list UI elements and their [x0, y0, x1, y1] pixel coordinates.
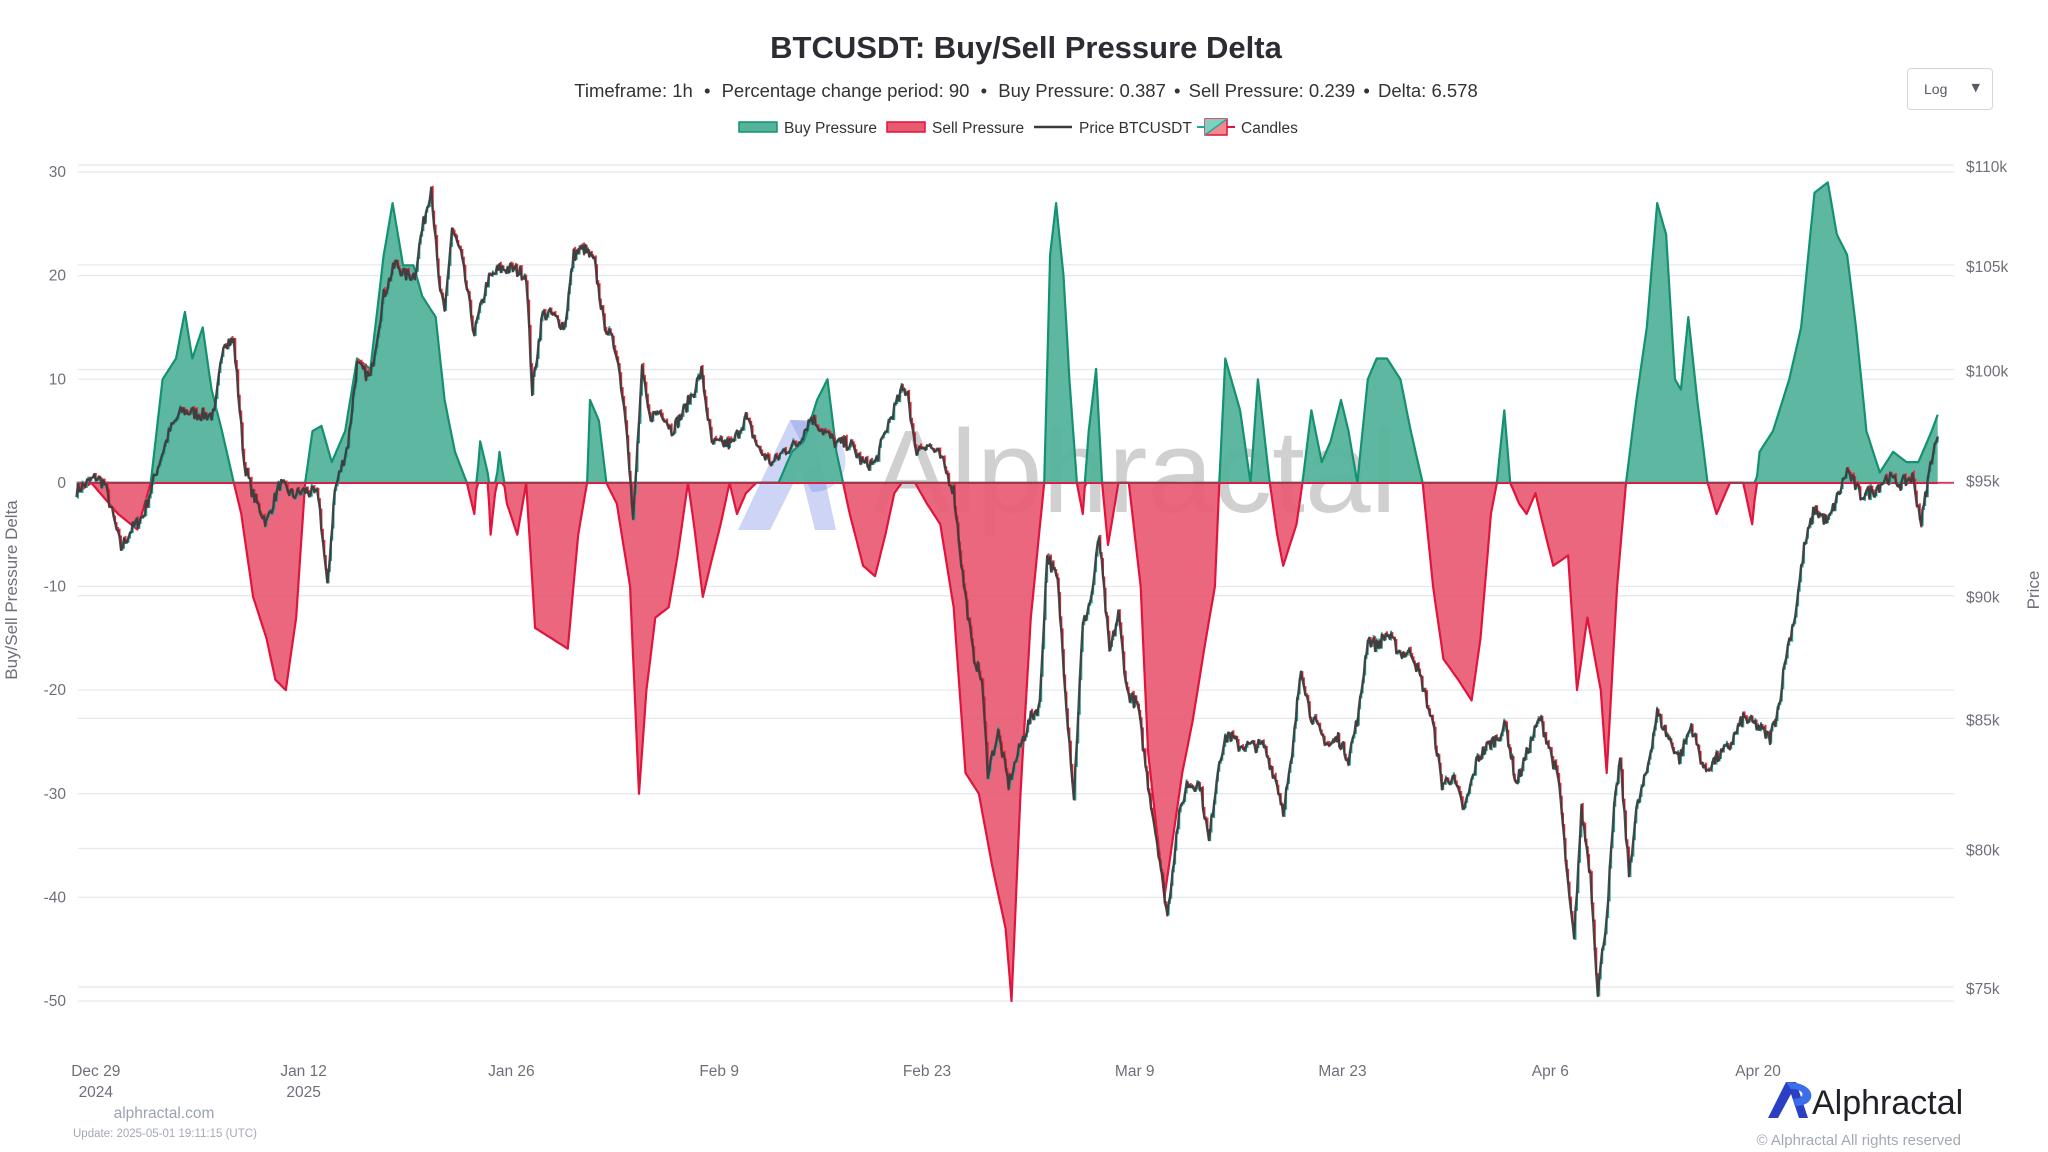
x-tick-label: Mar 9: [1115, 1063, 1155, 1080]
y2-tick-label: $75k: [1966, 981, 2000, 998]
x-tick-label: Mar 23: [1318, 1063, 1366, 1080]
y2-tick-label: $105k: [1966, 259, 2008, 276]
brand-logo: Alphractal: [1768, 1082, 1963, 1122]
copyright: © Alphractal All rights reserved: [1757, 1132, 1961, 1149]
y2-tick-label: $90k: [1966, 590, 2000, 607]
y-tick-label: 20: [49, 268, 67, 285]
y-tick-label: 0: [57, 475, 66, 492]
subtitle-sep: •: [704, 80, 710, 101]
scale-select-value: Log: [1924, 81, 1948, 97]
price-btcusdt-line: [75, 186, 1939, 998]
sell-pressure-fill: [76, 482, 1938, 1001]
x-tick-label: Jan 12: [280, 1063, 327, 1080]
x-axis: Dec 29 2024 Jan 12 2025 Jan 26 Feb 9 Feb 23 Mar…: [71, 1063, 1781, 1101]
subtitle-delta: Delta: 6.578: [1378, 80, 1478, 101]
x-tick-label: Apr 6: [1532, 1063, 1569, 1080]
y2-tick-label: $110k: [1966, 159, 2007, 176]
y-tick-label: 10: [49, 371, 67, 388]
x-tick-label: Feb 23: [903, 1063, 951, 1080]
y-tick-label: 30: [49, 164, 67, 181]
subtitle-sep: •: [1174, 80, 1180, 101]
legend-swatch-buy: [738, 121, 778, 133]
x-tick-label: Feb 9: [699, 1063, 739, 1080]
sell-pressure-area: [75, 481, 1938, 1003]
y-axis-right: $110k $105k $100k $95k $90k $85k $80k $75k: [1966, 159, 2008, 998]
x-tick-year: 2024: [79, 1084, 114, 1101]
legend-item-sell-pressure[interactable]: Sell Pressure: [886, 120, 1024, 137]
alphractal-logo-icon: [1768, 1082, 1812, 1118]
price-line: [75, 186, 1939, 998]
y-tick-label: -20: [44, 682, 67, 699]
legend-item-buy-pressure[interactable]: Buy Pressure: [738, 120, 877, 137]
subtitle-buy-pressure: Buy Pressure: 0.387: [998, 80, 1166, 101]
chart-title: BTCUSDT: Buy/Sell Pressure Delta: [770, 30, 1282, 65]
y2-tick-label: $100k: [1966, 364, 2008, 381]
legend-label-buy: Buy Pressure: [784, 120, 877, 137]
subtitle-sell-pressure: Sell Pressure: 0.239: [1189, 80, 1356, 101]
y-axis-left: 30 20 10 0 -10 -20 -30 -40 -50: [44, 164, 67, 1010]
subtitle-sep: •: [981, 80, 987, 101]
legend-item-candles[interactable]: Candles: [1197, 118, 1298, 137]
footer-site-link[interactable]: alphractal.com: [114, 1105, 215, 1122]
y-tick-label: -50: [44, 993, 67, 1010]
x-tick-label: Apr 20: [1735, 1063, 1781, 1080]
legend-item-price[interactable]: Price BTCUSDT: [1034, 120, 1192, 137]
subtitle-period: Percentage change period: 90: [722, 80, 970, 101]
x-tick-label: Jan 26: [488, 1063, 535, 1080]
scale-select-dropdown[interactable]: Log ▼: [1907, 68, 1993, 110]
candles-icon: [1197, 118, 1235, 136]
chevron-down-icon: ▼: [1971, 81, 1980, 94]
x-tick-label: Dec 29: [71, 1063, 120, 1080]
y2-tick-label: $85k: [1966, 712, 2000, 729]
y2-axis-title: Price: [2024, 571, 2043, 610]
footer-update-time: Update: 2025-05-01 19:11:15 (UTC): [73, 1128, 257, 1140]
y-tick-label: -10: [44, 579, 67, 596]
y2-tick-label: $95k: [1966, 474, 2000, 491]
y-tick-label: -40: [44, 889, 67, 906]
subtitle-sep: •: [1363, 80, 1369, 101]
legend-label-sell: Sell Pressure: [932, 120, 1024, 137]
legend-swatch-sell: [886, 121, 926, 133]
brand-name: Alphractal: [1812, 1084, 1963, 1122]
subtitle-timeframe: Timeframe: 1h: [574, 80, 693, 101]
y-axis-title: Buy/Sell Pressure Delta: [2, 500, 21, 680]
legend-label-candles: Candles: [1241, 120, 1298, 137]
y2-tick-label: $80k: [1966, 842, 2000, 859]
legend-label-price: Price BTCUSDT: [1079, 120, 1192, 137]
x-tick-year: 2025: [286, 1084, 320, 1101]
chart-subtitle: Timeframe: 1h • Percentage change period…: [574, 80, 1478, 101]
y-tick-label: -30: [44, 786, 67, 803]
legend: Buy Pressure Sell Pressure Price BTCUSDT…: [738, 118, 1298, 137]
